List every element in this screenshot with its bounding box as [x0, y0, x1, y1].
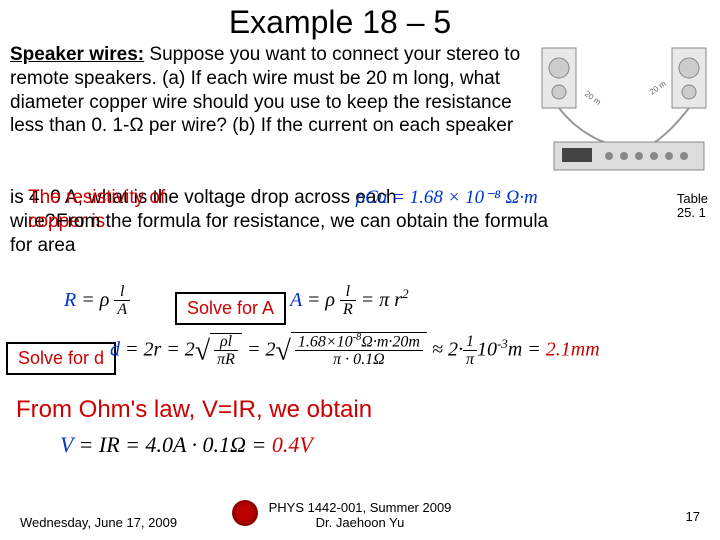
eq-resistance-area: R = ρ lA — [64, 284, 130, 319]
problem-label: Speaker wires: — [10, 44, 144, 65]
ohms-law-statement: From Ohm's law, V=IR, we obtain — [16, 396, 372, 424]
eq-area: A = ρ lR = π r2 — [290, 284, 409, 319]
svg-text:20 m: 20 m — [583, 89, 603, 107]
footer-date: Wednesday, June 17, 2009 — [20, 515, 177, 530]
table-reference: Table 25. 1 — [677, 192, 708, 221]
formula-intro: From the formula for resistance, we can … — [56, 211, 548, 232]
solve-for-d-box: Solve for d — [6, 342, 116, 375]
slide-title: Example 18 – 5 — [0, 0, 720, 41]
eq-diameter: d = 2r = 2√ρlπR = 2√1.68×10-8Ω·m·20mπ · … — [110, 332, 600, 369]
problem-statement: Speaker wires: Suppose you want to conne… — [0, 41, 540, 138]
rho-eq: ρCu = 1.68 × 10⁻⁸ Ω·m — [356, 187, 538, 208]
footer-page-number: 17 — [686, 509, 700, 524]
eq-voltage: V = IR = 4.0A · 0.1Ω = 0.4V — [60, 432, 313, 458]
solution-text: for area — [10, 234, 710, 258]
footer-course: PHYS 1442-001, Summer 2009 Dr. Jaehoon Y… — [269, 500, 452, 530]
university-seal-icon — [232, 500, 258, 526]
solve-for-a-box: Solve for A — [175, 292, 286, 325]
resistivity-label: The resistivity of — [28, 187, 165, 208]
stereo-illustration: 20 m 20 m — [534, 40, 714, 180]
svg-text:20 m: 20 m — [648, 79, 668, 97]
